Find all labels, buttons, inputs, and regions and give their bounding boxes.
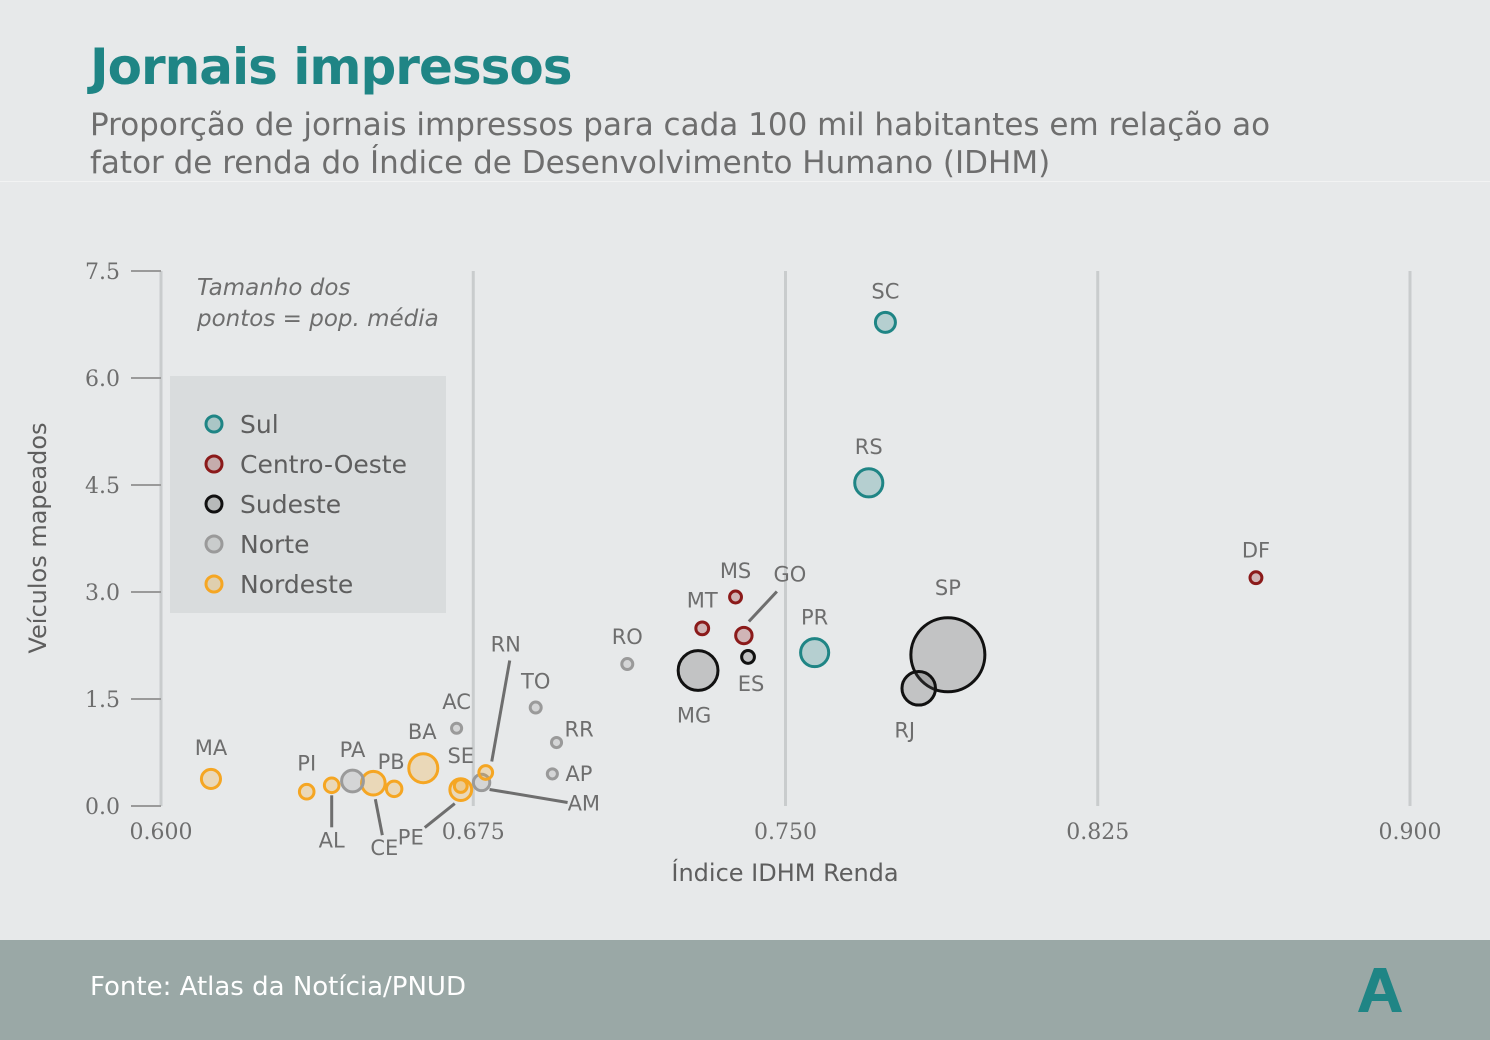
point-ap <box>545 767 559 781</box>
y-tick-label: 1.5 <box>85 688 120 713</box>
label-am: AM <box>568 791 600 815</box>
legend-marker-norte <box>204 534 224 554</box>
label-ac: AC <box>442 690 471 714</box>
point-es <box>740 649 756 665</box>
label-rj: RJ <box>894 718 915 742</box>
legend-label-sul: Sul <box>240 410 279 439</box>
point-go <box>734 625 754 646</box>
leader-ce <box>373 798 384 836</box>
label-ms: MS <box>720 559 751 583</box>
label-rs: RS <box>855 435 883 459</box>
page-subtitle: Proporção de jornais impressos para cada… <box>90 107 1271 181</box>
label-ro: RO <box>612 625 643 649</box>
point-pr <box>799 637 831 669</box>
label-rr: RR <box>565 718 594 742</box>
x-tick-label: 0.600 <box>130 820 193 845</box>
atlas-logo-icon <box>1358 968 1402 1012</box>
y-tick-label: 0.0 <box>85 795 120 820</box>
label-rn: RN <box>491 632 521 656</box>
point-ro <box>620 657 635 672</box>
x-tick-label: 0.675 <box>442 820 505 845</box>
x-axis-label: Índice IDHM Renda <box>671 858 898 887</box>
point-df <box>1248 570 1264 586</box>
label-pa: PA <box>340 738 366 762</box>
label-pr: PR <box>801 606 828 630</box>
header: Jornais impressos Proporção de jornais i… <box>0 0 1490 181</box>
legend-marker-centro-oeste <box>204 454 224 474</box>
label-go: GO <box>773 563 806 587</box>
label-ap: AP <box>565 762 592 786</box>
point-pb <box>384 779 404 799</box>
label-pe: PE <box>398 826 424 850</box>
label-pi: PI <box>297 752 316 776</box>
legend-label-centro-oeste: Centro-Oeste <box>240 450 407 479</box>
point-sp <box>909 616 987 694</box>
leader-lines <box>330 590 778 836</box>
point-rn <box>477 764 495 781</box>
legend-label-sudeste: Sudeste <box>240 490 341 519</box>
footer <box>0 940 1490 1040</box>
label-ma: MA <box>195 736 228 760</box>
label-se: SE <box>447 744 474 768</box>
y-tick-label: 3.0 <box>85 581 120 606</box>
label-mt: MT <box>687 588 718 612</box>
grid-layer <box>159 271 1412 806</box>
point-to <box>528 700 543 715</box>
point-ma <box>199 767 223 790</box>
point-sc <box>873 310 897 334</box>
label-es: ES <box>738 672 765 696</box>
label-to: TO <box>520 670 550 694</box>
legend-marker-sudeste <box>204 494 224 514</box>
point-ce <box>360 769 387 797</box>
point-rs <box>853 467 885 499</box>
legend: Sul Centro-Oeste Sudeste Norte Nordeste <box>170 376 446 613</box>
label-sp: SP <box>935 576 961 600</box>
points-layer <box>199 310 1264 802</box>
x-tick-label: 0.750 <box>754 820 817 845</box>
size-note-line2: pontos = pop. média <box>196 306 439 332</box>
legend-marker-sul <box>204 414 224 434</box>
point-ac <box>450 721 464 735</box>
legend-label-nordeste: Nordeste <box>240 570 353 599</box>
point-pa <box>340 768 365 794</box>
label-al: AL <box>319 828 345 852</box>
label-pb: PB <box>378 750 405 774</box>
size-note-line1: Tamanho dos <box>197 275 350 301</box>
y-tick-label: 6.0 <box>85 367 120 392</box>
point-mt <box>694 620 711 637</box>
point-se <box>452 778 469 794</box>
x-tick-label: 0.825 <box>1066 820 1129 845</box>
scatter-chart: 0.600 0.675 0.750 0.825 0.900 0.0 1.5 3.0 4.5 6.0… <box>24 260 1441 887</box>
header-divider <box>0 181 1490 182</box>
point-mg <box>676 649 720 692</box>
point-pi <box>297 782 316 801</box>
page-title: Jornais impressos <box>90 38 572 96</box>
point-ba <box>407 752 440 785</box>
point-al <box>322 776 341 795</box>
point-rj <box>900 670 937 707</box>
point-ms <box>728 589 743 605</box>
legend-marker-nordeste <box>204 574 224 594</box>
label-ce: CE <box>370 836 398 860</box>
legend-label-norte: Norte <box>240 530 309 559</box>
point-rr <box>549 735 564 750</box>
leader-go <box>747 590 778 623</box>
source-text: Fonte: Atlas da Notícia/PNUD <box>90 972 466 1002</box>
leader-am <box>489 787 568 804</box>
x-tick-label: 0.900 <box>1379 820 1442 845</box>
label-mg: MG <box>677 703 711 727</box>
y-tick-label: 7.5 <box>85 260 120 285</box>
leader-pe <box>423 802 456 829</box>
label-df: DF <box>1242 539 1270 563</box>
leader-rn <box>490 660 512 762</box>
label-sc: SC <box>871 279 899 303</box>
label-ba: BA <box>408 720 437 744</box>
axis-layer: 0.600 0.675 0.750 0.825 0.900 0.0 1.5 3.0 4.5 6.0… <box>85 260 1441 845</box>
y-axis-label: Veículos mapeados <box>24 422 52 653</box>
y-tick-label: 4.5 <box>85 474 120 499</box>
